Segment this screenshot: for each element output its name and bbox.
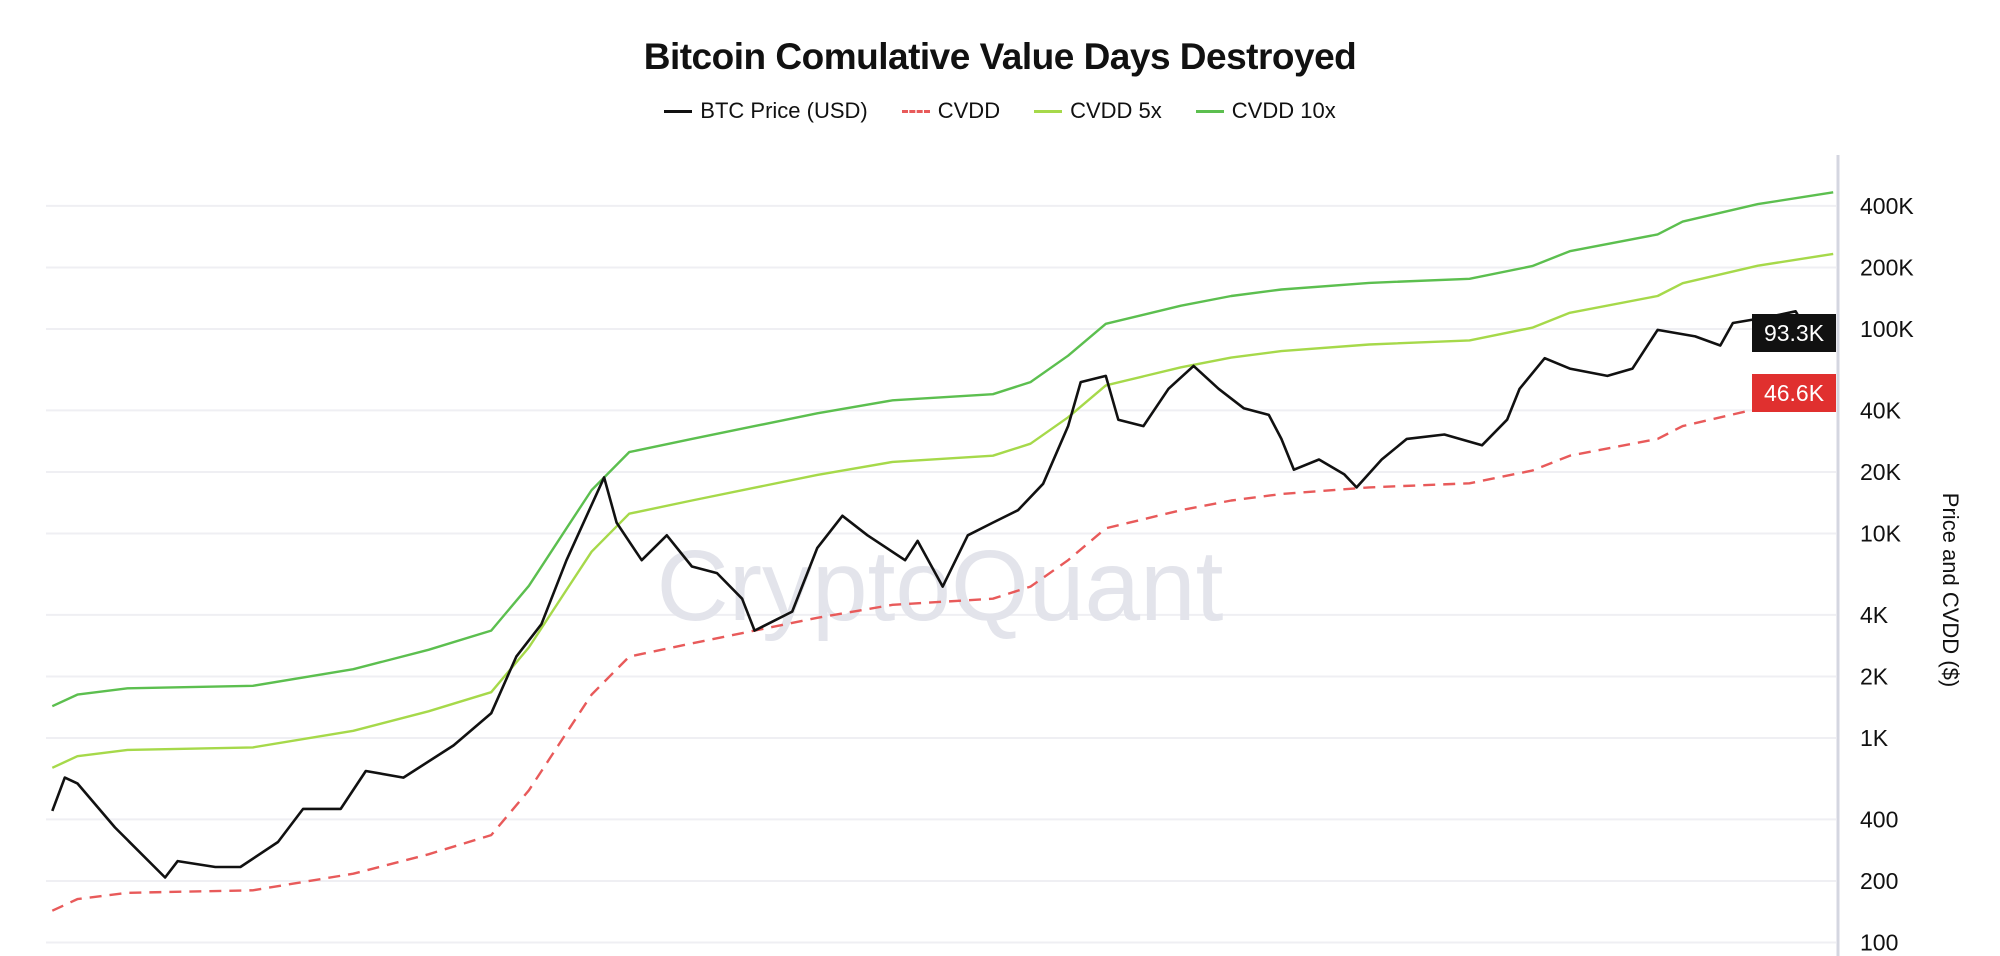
- y-tick-label: 100K: [1860, 316, 1914, 342]
- chart-title: Bitcoin Comulative Value Days Destroyed: [643, 36, 1357, 77]
- series-line-cvdd-5x: [51, 252, 1834, 769]
- legend-swatch-btc-price: [664, 109, 693, 113]
- legend-label: CVDD 10x: [1231, 98, 1336, 123]
- legend-item-cvdd-10x[interactable]: CVDD 10x: [1195, 98, 1336, 124]
- y-tick-label: 40K: [1860, 397, 1902, 423]
- y-tick-label: 1K: [1860, 725, 1889, 751]
- legend-swatch-cvdd-5x: [1034, 109, 1063, 113]
- legend-swatch-cvdd-10x: [1195, 109, 1224, 113]
- legend-label: CVDD 5x: [1070, 98, 1162, 123]
- legend-label: BTC Price (USD): [700, 98, 868, 123]
- y-tick-label: 400K: [1860, 193, 1914, 219]
- legend-item-cvdd-5x[interactable]: CVDD 5x: [1034, 98, 1162, 124]
- last-cvdd-badge: 46.6K: [1752, 374, 1836, 412]
- y-tick-label: 2K: [1860, 663, 1889, 689]
- y-tick-label: 20K: [1860, 459, 1902, 485]
- legend: BTC Price (USD) CVDD CVDD 5x CVDD 10x: [0, 98, 2000, 124]
- legend-item-cvdd[interactable]: CVDD: [901, 98, 1001, 124]
- y-tick-label: 100: [1860, 930, 1898, 956]
- legend-label: CVDD: [937, 98, 1001, 123]
- y-tick-label: 10K: [1860, 521, 1902, 547]
- last-price-badge: 93.3K: [1752, 314, 1836, 352]
- series-line-btc-price-usd: [51, 309, 1834, 879]
- watermark: CryptoQuant: [657, 530, 1224, 642]
- y-tick-label: 4K: [1860, 602, 1889, 628]
- legend-swatch-cvdd: [901, 109, 930, 113]
- y-tick-label: 200K: [1860, 254, 1914, 280]
- legend-item-btc-price[interactable]: BTC Price (USD): [664, 98, 868, 124]
- y-axis-ticks: 100 200 400 1K 2K 4K 10K 20K 40K 100K 200K 400K: [1860, 193, 1914, 956]
- series-line-cvdd-10x: [51, 191, 1834, 708]
- series-line-cvdd: [51, 395, 1834, 912]
- gridlines: [46, 204, 1836, 944]
- series-lines: [51, 191, 1834, 912]
- y-tick-label: 400: [1860, 806, 1898, 832]
- y-tick-label: 200: [1860, 868, 1898, 894]
- y-axis-title: Price and CVDD ($): [1938, 492, 1963, 688]
